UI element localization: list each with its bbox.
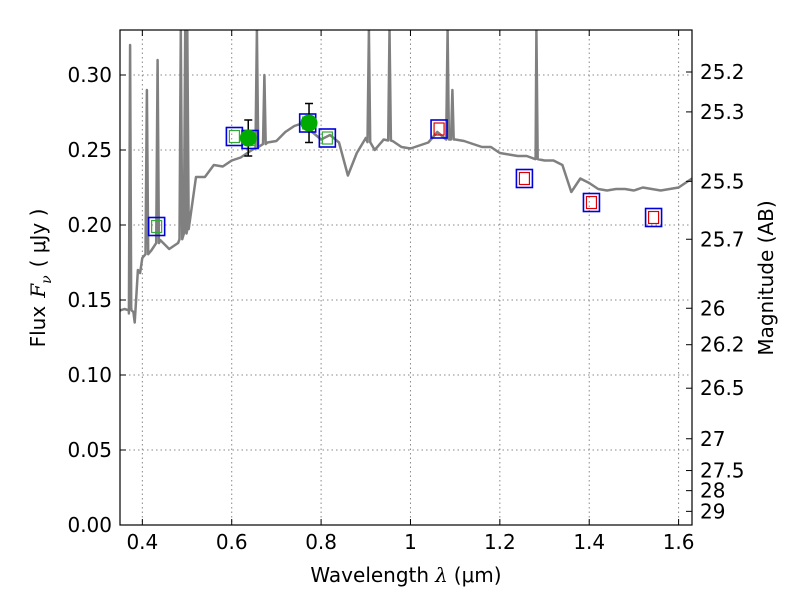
magnitude-tick-label: 26.2	[700, 333, 745, 357]
magnitude-tick-label: 27	[700, 427, 725, 451]
x-axis: 0.4 0.6 0.8 1 1.2 1.4 1.6	[126, 30, 695, 554]
x-axis-title-symbol: λ	[434, 563, 448, 587]
model-photometry-inner	[518, 171, 531, 186]
x-axis-title-unit: (μm)	[454, 563, 502, 587]
y-tick-label: 0.20	[67, 213, 112, 237]
x-tick-label: 0.4	[126, 530, 158, 554]
y-axis-title-subscript: ν	[39, 275, 55, 284]
x-axis-title: Wavelength λ (μm)	[310, 563, 501, 587]
magnitude-tick-label: 26	[700, 296, 725, 320]
y-axis-title-unit: ( μJy )	[26, 209, 50, 268]
magnitude-tick-label: 25.5	[700, 169, 745, 193]
model-photometry-inner	[647, 210, 660, 225]
x-axis-title-word: Wavelength	[310, 563, 429, 587]
y-tick-label: 0.25	[67, 138, 112, 162]
x-tick-label: 1	[404, 530, 417, 554]
model-photometry-inner	[433, 122, 445, 136]
y-tick-label: 0.15	[67, 288, 112, 312]
data-layer	[120, 30, 692, 324]
y-axis-title: Flux Fν ( μJy )	[26, 209, 55, 348]
observed-point	[300, 114, 318, 132]
magnitude-tick-label: 25.7	[700, 227, 745, 251]
model-photometry-box	[582, 192, 601, 213]
y-axis-title-symbol: F	[26, 283, 50, 299]
magnitude-tick-label: 28	[700, 479, 725, 503]
x-tick-label: 1.2	[484, 530, 516, 554]
model-photometry-inner	[228, 129, 240, 144]
sed-model-line	[120, 30, 692, 324]
magnitude-tick-label: 27.5	[700, 459, 745, 483]
magnitude-tick-label: 25.2	[700, 60, 745, 84]
model-photometry-inner	[321, 131, 333, 145]
magnitude-tick-label: 25.3	[700, 100, 745, 124]
observed-point	[239, 129, 257, 147]
plot-frame	[119, 29, 693, 526]
magnitude-tick-label: 29	[700, 499, 725, 523]
plot-background	[120, 30, 692, 525]
model-photometry-inner	[585, 195, 598, 210]
model-photometry-inner	[151, 219, 163, 234]
x-tick-label: 1.6	[663, 530, 695, 554]
y-tick-label: 0.05	[67, 438, 112, 462]
x-tick-label: 1.4	[573, 530, 605, 554]
x-tick-label: 0.8	[305, 530, 337, 554]
model-photometry-box	[515, 168, 534, 189]
magnitude-tick-label: 26.5	[700, 376, 745, 400]
model-photometry-box	[430, 119, 448, 139]
magnitude-axis-title: Magnitude (AB)	[754, 200, 778, 355]
y-tick-label: 0.30	[67, 63, 112, 87]
model-photometry-box	[644, 207, 663, 228]
grid	[120, 30, 692, 526]
y-tick-label: 0.10	[67, 363, 112, 387]
y-axis: 0.00 0.05 0.10 0.15 0.20 0.25 0.30	[67, 63, 126, 537]
x-tick-label: 0.6	[216, 530, 248, 554]
y-axis-title-word: Flux	[26, 306, 50, 348]
model-photometry-box	[318, 128, 337, 148]
model-photometry-box	[147, 216, 166, 237]
y-tick-label: 0.00	[67, 513, 112, 537]
